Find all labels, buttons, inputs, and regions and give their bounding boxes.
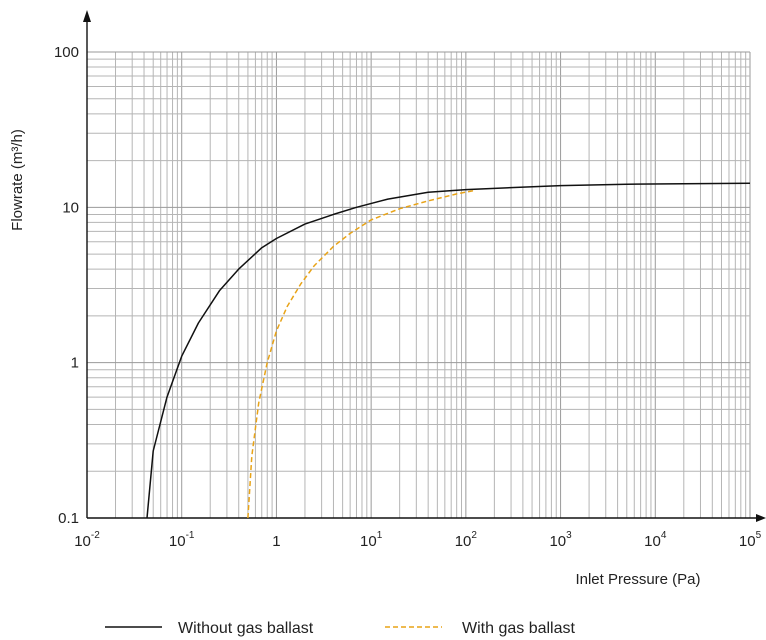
x-tick-label: 103 xyxy=(549,530,572,550)
y-tick-label: 1 xyxy=(71,355,79,372)
x-tick-label: 10-1 xyxy=(169,530,195,550)
x-tick-label: 10-2 xyxy=(74,530,100,550)
axes xyxy=(83,10,766,522)
y-axis-title: Flowrate (m³/h) xyxy=(9,129,26,231)
x-tick-label: 105 xyxy=(739,530,762,550)
series-lines xyxy=(146,182,751,519)
x-axis-arrow xyxy=(756,514,766,522)
series-line-with-ballast xyxy=(247,189,474,519)
y-axis-arrow xyxy=(83,10,91,22)
grid xyxy=(86,51,751,519)
x-tick-label: 104 xyxy=(644,530,667,550)
legend-label-with-ballast: With gas ballast xyxy=(462,620,575,637)
tick-labels: 10-2 10-1 1 101 102 103 104 105 0.1 1 10 100 xyxy=(54,44,762,550)
series-line-without-ballast xyxy=(146,182,751,519)
y-tick-label: 100 xyxy=(54,44,79,61)
y-tick-label: 0.1 xyxy=(58,510,79,527)
legend-label-without-ballast: Without gas ballast xyxy=(178,620,314,637)
x-tick-label: 101 xyxy=(360,530,383,550)
legend: Without gas ballast With gas ballast xyxy=(105,620,575,637)
x-axis-title: Inlet Pressure (Pa) xyxy=(575,571,700,588)
y-tick-label: 10 xyxy=(62,199,79,216)
x-tick-label: 102 xyxy=(455,530,478,550)
x-tick-label: 1 xyxy=(272,533,280,550)
